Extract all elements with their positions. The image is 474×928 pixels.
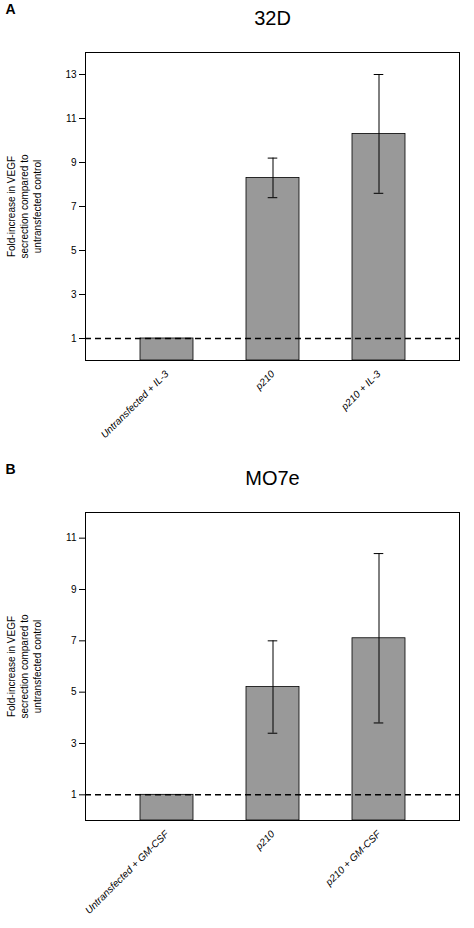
svg-text:Fold-increase in VEGFsecrectio: Fold-increase in VEGFsecrection compared…: [6, 154, 43, 258]
svg-text:p210: p210: [252, 368, 277, 393]
svg-text:Fold-increase in VEGFsecrectio: Fold-increase in VEGFsecrection compared…: [6, 614, 43, 718]
svg-text:p210: p210: [252, 828, 277, 853]
svg-text:7: 7: [71, 635, 77, 646]
svg-text:1: 1: [71, 333, 77, 344]
svg-text:MO7e: MO7e: [245, 467, 299, 489]
svg-text:p210 + GM-CSF: p210 + GM-CSF: [323, 828, 384, 889]
svg-text:9: 9: [71, 157, 77, 168]
svg-text:32D: 32D: [254, 7, 291, 29]
svg-text:A: A: [6, 1, 16, 17]
svg-text:B: B: [6, 461, 16, 477]
svg-text:p210 + IL-3: p210 + IL-3: [338, 368, 383, 413]
svg-text:9: 9: [71, 584, 77, 595]
svg-text:7: 7: [71, 201, 77, 212]
svg-text:11: 11: [66, 532, 77, 543]
svg-text:11: 11: [66, 113, 77, 124]
svg-text:5: 5: [71, 686, 77, 697]
svg-text:3: 3: [71, 289, 77, 300]
svg-text:Untransfected + IL-3: Untransfected + IL-3: [99, 368, 171, 440]
svg-text:1: 1: [71, 789, 77, 800]
svg-text:3: 3: [71, 738, 77, 749]
svg-text:Untransfected + GM-CSF: Untransfected + GM-CSF: [83, 828, 171, 916]
svg-text:13: 13: [65, 69, 77, 80]
svg-text:5: 5: [71, 245, 77, 256]
